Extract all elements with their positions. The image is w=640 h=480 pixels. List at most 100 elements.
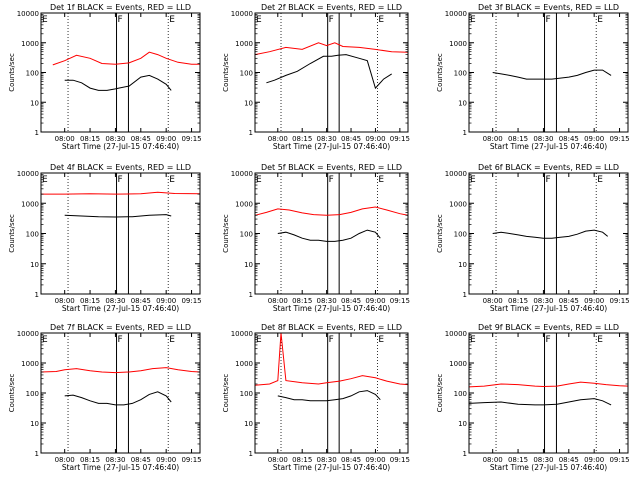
y-tick-label: 1 — [463, 450, 467, 458]
x-tick-label: 09:15 — [609, 456, 629, 464]
y-tick-label: 1 — [35, 450, 39, 458]
marker-label: E — [597, 335, 603, 345]
lld-series-line — [40, 367, 201, 374]
panel-title: Det 2f BLACK = Events, RED = LLD — [261, 3, 402, 12]
y-tick-label: 1000 — [449, 200, 467, 208]
plot-frame — [40, 332, 201, 454]
events-series-line — [277, 390, 381, 402]
detector-panel: E F E 1 10 100 1000 10000 08:00 08:15 08:30 08:45 09… — [8, 3, 202, 151]
x-axis-label: Start Time (27-Jul-15 07:46:40) — [62, 304, 179, 313]
events-series-line — [64, 214, 172, 218]
x-tick-label: 09:15 — [181, 456, 201, 464]
x-tick-label: 08:45 — [341, 456, 361, 464]
y-axis-label: Counts/sec — [8, 214, 16, 253]
x-axis-label: Start Time (27-Jul-15 07:46:40) — [490, 304, 607, 313]
y-tick-label: 10000 — [231, 330, 253, 338]
lld-series-line — [52, 51, 200, 66]
plot-frame — [468, 332, 629, 454]
y-tick-label: 10000 — [231, 10, 253, 18]
x-axis-label: Start Time (27-Jul-15 07:46:40) — [62, 142, 179, 151]
detector-panel: E F E 1 10 100 1000 10000 08:00 08:15 08:30 08:45 09… — [436, 3, 630, 151]
x-tick-label: 08:45 — [131, 297, 151, 305]
lld-series-line — [254, 332, 409, 386]
x-tick-label: 09:15 — [390, 297, 410, 305]
panel-title: Det 9f BLACK = Events, RED = LLD — [478, 323, 619, 332]
y-tick-label: 100 — [240, 70, 253, 78]
y-tick-label: 100 — [26, 390, 39, 398]
panel-title: Det 5f BLACK = Events, RED = LLD — [261, 163, 402, 172]
x-tick-label: 09:15 — [181, 297, 201, 305]
panel-title: Det 7f BLACK = Events, RED = LLD — [50, 323, 191, 332]
x-tick-label: 08:15 — [80, 456, 100, 464]
x-tick-label: 08:45 — [559, 135, 579, 143]
x-tick-label: 08:00 — [483, 135, 503, 143]
x-tick-label: 09:15 — [390, 456, 410, 464]
y-tick-label: 10 — [244, 420, 253, 428]
y-tick-label: 10000 — [17, 330, 39, 338]
marker-label: F — [329, 335, 334, 345]
x-tick-label: 08:45 — [559, 456, 579, 464]
x-tick-label: 08:30 — [105, 135, 125, 143]
detector-panel: E F E 1 10 100 1000 10000 08:00 08:15 08:30 08:45 09… — [222, 163, 410, 313]
x-tick-label: 09:15 — [181, 135, 201, 143]
x-tick-label: 08:00 — [268, 297, 288, 305]
y-axis-label: Counts/sec — [222, 374, 230, 413]
events-series-line — [64, 74, 172, 91]
x-axis-label: Start Time (27-Jul-15 07:46:40) — [273, 142, 390, 151]
plot-frame — [40, 172, 201, 295]
y-tick-label: 10000 — [445, 330, 467, 338]
marker-label: F — [118, 15, 123, 25]
lld-series-line — [254, 42, 409, 56]
x-tick-label: 08:30 — [317, 456, 337, 464]
y-tick-label: 10 — [458, 261, 467, 269]
y-axis-label: Counts/sec — [222, 214, 230, 253]
events-series-line — [492, 69, 612, 80]
x-tick-label: 08:00 — [55, 297, 75, 305]
y-tick-label: 10000 — [17, 10, 39, 18]
lld-series-line — [254, 206, 409, 216]
x-tick-label: 08:00 — [268, 456, 288, 464]
y-axis-label: Counts/sec — [8, 374, 16, 413]
x-axis-label: Start Time (27-Jul-15 07:46:40) — [490, 463, 607, 472]
marker-label: E — [378, 175, 384, 185]
detector-panel: E F E 1 10 100 1000 10000 08:00 08:15 08:30 08:45 09… — [436, 163, 630, 313]
y-tick-label: 1 — [35, 291, 39, 299]
x-tick-label: 08:15 — [80, 135, 100, 143]
events-series-line — [492, 229, 609, 239]
plot-frame — [254, 332, 409, 454]
x-tick-label: 08:30 — [105, 297, 125, 305]
y-tick-label: 1000 — [449, 360, 467, 368]
marker-label: E — [169, 15, 175, 25]
marker-label: E — [169, 175, 175, 185]
x-axis-label: Start Time (27-Jul-15 07:46:40) — [273, 304, 390, 313]
y-tick-label: 1000 — [21, 200, 39, 208]
y-tick-label: 10 — [30, 261, 39, 269]
panel-title: Det 1f BLACK = Events, RED = LLD — [50, 3, 191, 12]
x-tick-label: 08:15 — [508, 297, 528, 305]
x-tick-label: 08:30 — [317, 297, 337, 305]
y-axis-label: Counts/sec — [8, 53, 16, 92]
y-tick-label: 10000 — [445, 10, 467, 18]
panel-title: Det 4f BLACK = Events, RED = LLD — [50, 163, 191, 172]
plot-frame — [254, 12, 409, 133]
marker-label: E — [256, 15, 262, 25]
x-tick-label: 09:15 — [390, 135, 410, 143]
events-series-line — [266, 54, 392, 90]
y-axis-label: Counts/sec — [436, 53, 444, 92]
marker-label: F — [118, 175, 123, 185]
x-tick-label: 09:00 — [365, 135, 385, 143]
marker-label: E — [470, 175, 476, 185]
marker-label: F — [118, 335, 123, 345]
x-tick-label: 08:00 — [268, 135, 288, 143]
marker-label: E — [470, 15, 476, 25]
x-tick-label: 09:00 — [365, 297, 385, 305]
y-tick-label: 1 — [35, 129, 39, 137]
marker-label: E — [470, 335, 476, 345]
marker-label: F — [546, 15, 551, 25]
detector-panel: E F E 1 10 100 1000 10000 08:00 08:15 08:30 08:45 09… — [8, 163, 202, 313]
lld-series-line — [468, 381, 629, 388]
events-series-line — [277, 229, 381, 242]
marker-label: E — [169, 335, 175, 345]
x-tick-label: 09:00 — [156, 135, 176, 143]
